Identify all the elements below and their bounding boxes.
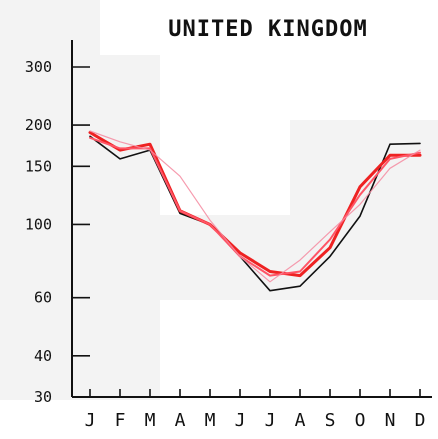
y-tick-label: 40 <box>34 347 52 365</box>
x-tick-label: N <box>385 410 396 431</box>
series-group <box>88 130 422 292</box>
y-tick-label: 100 <box>25 215 52 233</box>
y-tick-label: 300 <box>25 58 52 76</box>
x-tick-label: A <box>175 410 186 431</box>
series-line-1 <box>89 135 421 292</box>
x-tick-label: M <box>145 410 156 431</box>
background-blocks <box>0 0 438 400</box>
x-tick-label: J <box>235 410 246 431</box>
y-tick-label: 30 <box>34 388 52 406</box>
x-tick-label: S <box>325 410 336 431</box>
x-tick-label: M <box>205 410 216 431</box>
x-tick-label: A <box>295 410 306 431</box>
series-line-2 <box>88 131 422 278</box>
x-tick-label: F <box>115 410 126 431</box>
y-tick-label: 200 <box>25 116 52 134</box>
series-line-4 <box>89 130 421 283</box>
x-tick-label: J <box>85 410 96 431</box>
x-tick-label: O <box>355 410 366 431</box>
y-tick-label: 60 <box>34 289 52 307</box>
chart-title: UNITED KINGDOM <box>168 17 367 42</box>
x-tick-label: J <box>265 410 276 431</box>
x-tick-label: D <box>415 410 426 431</box>
y-tick-label: 150 <box>25 157 52 175</box>
